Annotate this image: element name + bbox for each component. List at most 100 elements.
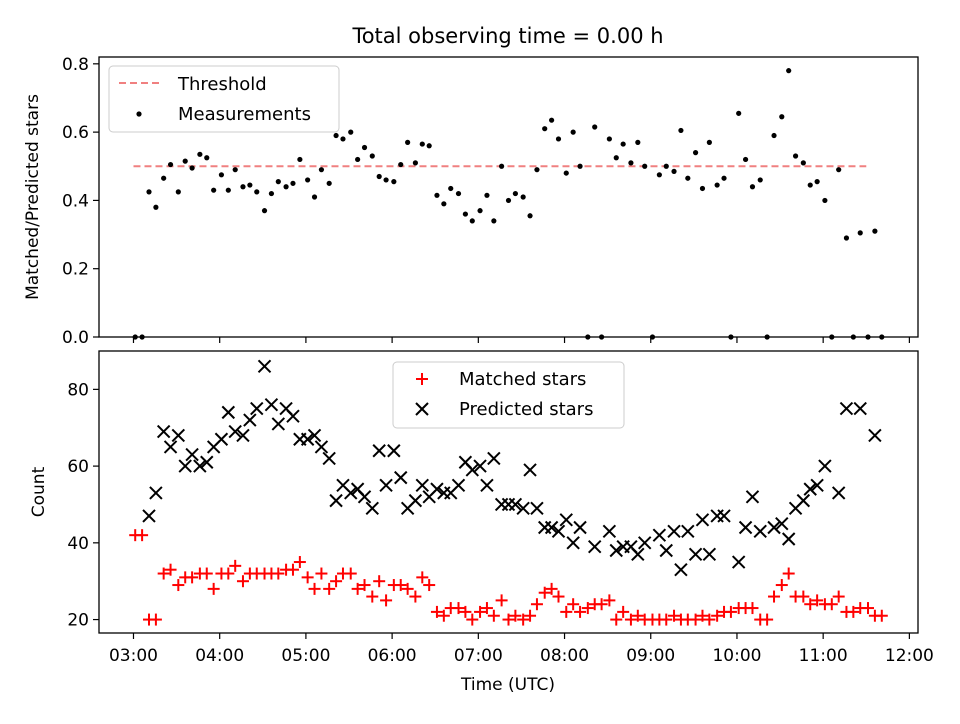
bottom-x-tick-label: 04:00	[195, 646, 244, 666]
measurement-point	[261, 208, 268, 214]
matched-star-point	[459, 605, 472, 618]
matched-star-point	[581, 602, 594, 615]
predicted-star-point	[142, 509, 156, 523]
measurement-point	[814, 179, 820, 185]
matched-star-point	[775, 579, 788, 592]
measurement-point	[153, 204, 159, 210]
measurement-point	[779, 114, 785, 120]
measurement-point	[635, 139, 641, 145]
measurement-point	[706, 139, 712, 145]
predicted-star-point	[868, 428, 882, 443]
bottom-y-axis-label: Count	[29, 466, 49, 517]
matched-star-point	[509, 609, 522, 622]
bottom-x-axis: 03:00 04:00 05:00 06:00 07:00 08:00 09:00 10:00…	[109, 633, 934, 666]
matched-star-point	[272, 567, 285, 580]
measurement-point	[455, 190, 462, 197]
bottom-y-tick-label: 60	[67, 457, 89, 477]
matched-star-point	[474, 605, 487, 618]
matched-star-point	[351, 582, 364, 595]
predicted-star-point	[185, 447, 199, 462]
measurement-point	[204, 155, 210, 161]
bottom-plot-frame	[98, 350, 919, 634]
top-y-tick-label: 0.4	[62, 191, 89, 211]
predicted-star-point	[681, 524, 695, 539]
bottom-x-tick-label: 11:00	[799, 646, 848, 666]
measurement-point	[448, 185, 454, 192]
matched-star-point	[660, 613, 673, 626]
predicted-star-point	[271, 417, 286, 431]
predicted-star-point	[171, 428, 186, 443]
predicted-star-point	[257, 359, 272, 374]
measurement-point	[232, 167, 238, 173]
measurement-point	[800, 160, 806, 166]
predicted-star-point	[523, 463, 537, 477]
matched-star-point	[452, 602, 465, 615]
measurement-point	[592, 124, 598, 130]
threshold-legend-label: Threshold	[177, 74, 267, 95]
measurement-point	[311, 194, 318, 200]
predicted-star-point	[200, 455, 214, 469]
predicted-star-point	[480, 478, 494, 492]
matched-star-point	[480, 602, 493, 615]
measurement-point	[843, 235, 850, 241]
matched-star-point	[724, 605, 737, 618]
matched-star-point	[761, 613, 774, 626]
top-y-tick-label: 0.0	[62, 328, 89, 348]
matched-star-point	[301, 571, 314, 584]
measurement-point	[218, 172, 225, 178]
bottom-x-tick-label: 06:00	[368, 646, 417, 666]
measurement-point	[240, 184, 246, 190]
predicted-star-point	[516, 501, 530, 516]
measurement-point	[426, 143, 432, 149]
measurement-point	[477, 208, 483, 214]
matched-star-point	[416, 571, 429, 584]
top-y-axis-label: Matched/Predicted stars	[23, 94, 43, 300]
measurement-point	[491, 218, 497, 224]
matched-star-point	[811, 594, 824, 607]
matched-star-point	[574, 605, 587, 618]
measurement-point	[699, 185, 706, 192]
predicted-star-point	[559, 513, 573, 527]
measurement-point	[340, 136, 346, 142]
top-x-axis-ticks	[132, 337, 910, 343]
predicted-star-point	[631, 547, 645, 562]
predicted-star-point	[314, 440, 329, 454]
matched-star-point	[782, 567, 795, 580]
measurement-point	[534, 167, 540, 173]
measurement-point	[685, 175, 691, 181]
matched-star-point	[315, 567, 328, 580]
predicted-star-point	[264, 398, 279, 412]
predicted-star-point	[214, 432, 229, 446]
measurement-point	[542, 126, 548, 132]
predicted-star-point	[465, 463, 479, 477]
measurements-legend-label: Measurements	[178, 104, 311, 125]
predicted-star-point	[415, 478, 429, 492]
bottom-legend-box	[392, 361, 625, 429]
predicted-star-point	[659, 543, 673, 558]
measurement-point	[570, 129, 576, 135]
measurement-point	[555, 136, 562, 142]
predicted-star-point	[781, 532, 796, 546]
predicted-star-point	[544, 520, 559, 535]
bottom-y-tick-label: 20	[67, 611, 89, 631]
matched-star-point	[373, 575, 386, 588]
matched-star-point	[502, 613, 515, 626]
bottom-y-tick-label: 40	[67, 534, 89, 554]
matched-star-point	[696, 609, 709, 622]
predicted-star-point	[566, 536, 580, 550]
matched-star-point	[617, 605, 630, 618]
matched-star-point	[293, 556, 306, 569]
measurement-point	[671, 168, 677, 174]
predicted-star-point	[487, 451, 501, 466]
predicted-star-point	[250, 401, 264, 416]
measurement-point	[663, 163, 669, 169]
matched-star-point	[517, 613, 530, 626]
matched-star-point	[149, 613, 162, 626]
predicted-star-point	[473, 459, 487, 473]
predicted-star-point	[731, 555, 746, 569]
measurement-point	[268, 190, 275, 197]
measurement-point	[749, 184, 756, 190]
predicted-star-point	[286, 409, 300, 423]
predicted-star-point	[300, 432, 315, 446]
predicted-star-point	[551, 524, 566, 539]
